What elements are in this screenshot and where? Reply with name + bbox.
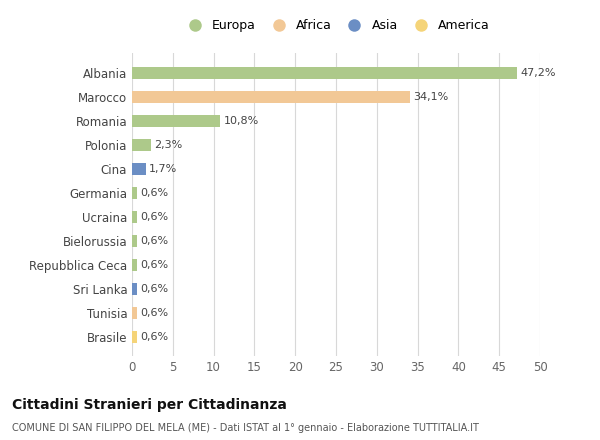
Text: 34,1%: 34,1% [413, 92, 449, 102]
Bar [132, 66, 517, 79]
Text: Cittadini Stranieri per Cittadinanza: Cittadini Stranieri per Cittadinanza [12, 398, 287, 412]
Text: COMUNE DI SAN FILIPPO DEL MELA (ME) - Dati ISTAT al 1° gennaio - Elaborazione TU: COMUNE DI SAN FILIPPO DEL MELA (ME) - Da… [12, 423, 479, 433]
Bar [132, 307, 137, 319]
Bar [132, 187, 137, 198]
Text: 0,6%: 0,6% [140, 284, 168, 293]
Bar [132, 330, 137, 343]
Bar [132, 282, 137, 295]
Text: 10,8%: 10,8% [223, 116, 259, 125]
Text: 2,3%: 2,3% [154, 139, 182, 150]
Bar [132, 259, 137, 271]
Bar [132, 163, 146, 175]
Bar [132, 91, 410, 103]
Text: 47,2%: 47,2% [520, 68, 556, 77]
Text: 1,7%: 1,7% [149, 164, 178, 174]
Legend: Europa, Africa, Asia, America: Europa, Africa, Asia, America [179, 17, 493, 35]
Text: 0,6%: 0,6% [140, 308, 168, 318]
Bar [132, 235, 137, 246]
Text: 0,6%: 0,6% [140, 187, 168, 198]
Bar [132, 211, 137, 223]
Text: 0,6%: 0,6% [140, 332, 168, 341]
Text: 0,6%: 0,6% [140, 235, 168, 246]
Text: 0,6%: 0,6% [140, 260, 168, 270]
Bar [132, 114, 220, 127]
Bar [132, 139, 151, 150]
Text: 0,6%: 0,6% [140, 212, 168, 222]
